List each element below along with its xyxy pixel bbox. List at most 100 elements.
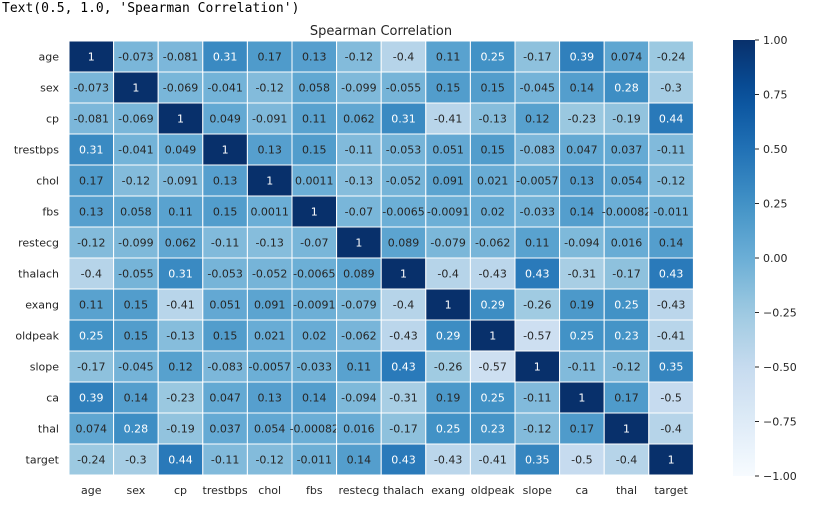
cell-value-label: -0.4 (437, 268, 458, 281)
cell-value-label: -0.43 (434, 454, 462, 467)
heatmap-cell (68, 443, 115, 476)
heatmap-cell (157, 133, 204, 166)
heatmap-cell (648, 195, 694, 228)
heatmap-cell (559, 133, 605, 166)
heatmap-cell (469, 40, 516, 73)
cell-value-label: -0.12 (612, 361, 640, 374)
heatmap-cell (113, 40, 159, 73)
cell-value-label: -0.0091 (293, 299, 335, 312)
cell-value-label: 0.25 (614, 299, 639, 312)
heatmap-cell (246, 443, 293, 476)
cell-value-label: -0.3 (125, 454, 146, 467)
cell-value-label: 0.17 (570, 423, 595, 436)
cell-value-label: -0.57 (523, 330, 551, 343)
cell-value-label: 0.31 (168, 268, 193, 281)
cell-value-label: 0.15 (480, 144, 505, 157)
heatmap-cell (648, 133, 694, 166)
cell-value-label: -0.079 (341, 299, 376, 312)
heatmap-cell (469, 412, 516, 445)
heatmap-cell (336, 71, 382, 104)
heatmap-cell (603, 40, 650, 73)
col-tick-label: restecg (338, 484, 379, 497)
col-tick-label: age (81, 484, 102, 497)
cell-value-label: -0.26 (434, 361, 462, 374)
heatmap-cell (68, 133, 115, 166)
cell-value-label: 0.021 (477, 175, 509, 188)
row-tick-label: age (39, 51, 60, 64)
cell-value-label: 0.051 (432, 144, 464, 157)
cell-value-label: 0.31 (391, 113, 416, 126)
cell-value-label: 0.14 (302, 392, 327, 405)
heatmap-cell (68, 319, 115, 352)
heatmap-cell (559, 381, 605, 414)
heatmap-cell (425, 71, 471, 104)
cell-value-label: -0.094 (341, 392, 376, 405)
heatmap-cell (380, 71, 427, 104)
cell-value-label: 0.43 (391, 361, 416, 374)
cell-value-label: -0.053 (207, 268, 242, 281)
col-tick-label: exang (431, 484, 465, 497)
row-tick-label: thal (38, 423, 59, 436)
colorbar-tick-label: 0.00 (763, 252, 788, 265)
cell-value-label: 0.29 (436, 330, 461, 343)
cell-value-label: 0.13 (257, 144, 282, 157)
heatmap-cell (648, 164, 694, 197)
cell-value-label: -0.4 (81, 268, 102, 281)
cell-value-label: -0.12 (345, 51, 373, 64)
cell-value-label: 0.35 (525, 454, 550, 467)
heatmap-cell (603, 133, 650, 166)
heatmap-cell (157, 71, 204, 104)
cell-value-label: 0.062 (165, 237, 197, 250)
heatmap-cell (559, 257, 605, 290)
cell-value-label: -0.4 (393, 51, 414, 64)
cell-value-label: 0.28 (614, 82, 639, 95)
col-tick-label: sex (126, 484, 145, 497)
heatmap-cell (648, 412, 694, 445)
cell-value-label: -0.5 (660, 392, 681, 405)
cell-value-label: -0.011 (653, 206, 688, 219)
cell-value-label: -0.12 (657, 175, 685, 188)
col-tick-label: slope (523, 484, 552, 497)
heatmap-cell (68, 350, 115, 383)
colorbar-tick-label: −0.25 (763, 307, 797, 320)
cell-value-label: 0.14 (124, 392, 149, 405)
cell-value-label: -0.4 (616, 454, 637, 467)
heatmap-cell (202, 71, 248, 104)
cell-value-label: 0.43 (659, 268, 684, 281)
cell-value-label: -0.083 (207, 361, 242, 374)
colorbar-tick-label: 1.00 (763, 34, 788, 47)
col-tick-label: thalach (383, 484, 424, 497)
col-tick-label: oldpeak (471, 484, 515, 497)
heatmap-cell (603, 443, 650, 476)
heatmap-cell (246, 381, 293, 414)
cell-value-label: 0.14 (659, 237, 684, 250)
cell-value-label: -0.11 (211, 237, 239, 250)
cell-value-label: 0.049 (209, 113, 241, 126)
heatmap-cell (559, 412, 605, 445)
cell-value-label: 0.062 (343, 113, 375, 126)
heatmap-cell (469, 133, 516, 166)
heatmap-cell (246, 195, 293, 228)
heatmap-cell (648, 102, 694, 135)
cell-value-label: 0.016 (343, 423, 375, 436)
heatmap-cell (291, 381, 338, 414)
cell-value-label: 1 (623, 423, 630, 436)
cell-value-label: 0.12 (525, 113, 550, 126)
cell-value-label: -0.045 (118, 361, 153, 374)
heatmap-cell (514, 443, 561, 476)
col-tick-label: target (654, 484, 688, 497)
cell-value-label: -0.26 (523, 299, 551, 312)
cell-value-label: -0.41 (434, 113, 462, 126)
colorbar-tick-label: −1.00 (763, 470, 797, 483)
row-tick-label: sex (40, 82, 59, 95)
cell-value-label: -0.13 (255, 237, 283, 250)
cell-value-label: 0.11 (347, 361, 372, 374)
cell-value-label: -0.23 (166, 392, 194, 405)
cell-value-label: 0.091 (254, 299, 286, 312)
row-tick-label: target (26, 454, 60, 467)
cell-value-label: -0.17 (523, 51, 551, 64)
cell-value-label: 0.25 (480, 392, 505, 405)
cell-value-label: 0.14 (347, 454, 372, 467)
cell-value-label: -0.11 (345, 144, 373, 157)
heatmap-cell (425, 288, 471, 321)
